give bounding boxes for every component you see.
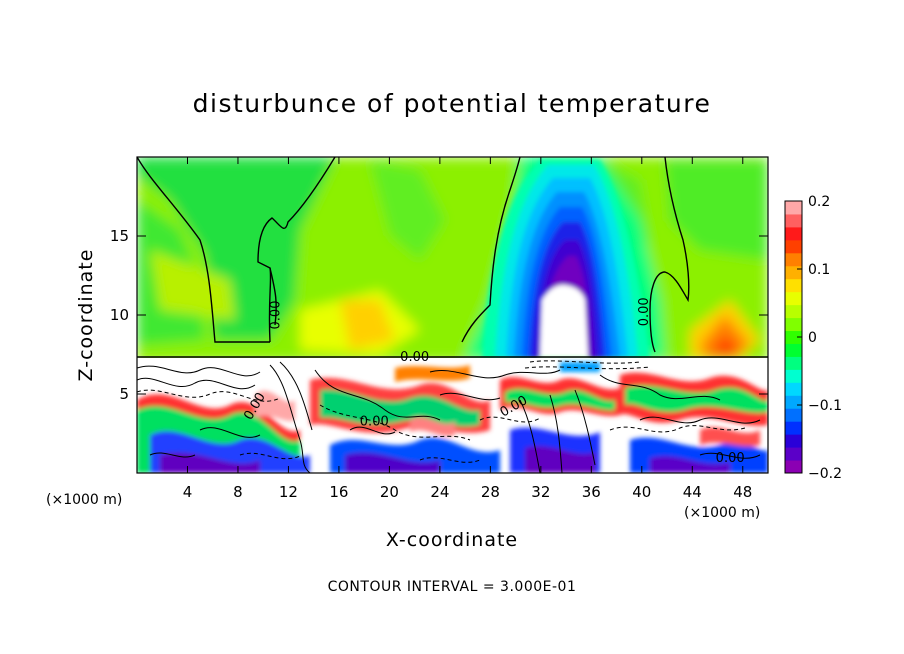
colorbar-swatch: [785, 330, 802, 344]
lower-contours: [137, 361, 761, 473]
x-axis: 4 8 12 16 20 24 28 32 36 40 44 48: [183, 157, 752, 501]
x-unit-label: (×1000 m): [684, 505, 760, 521]
upper-field: [137, 157, 768, 362]
x-tick-label: 20: [380, 483, 399, 501]
x-tick-label: 24: [430, 483, 449, 501]
contour-label: 0.00: [269, 301, 284, 330]
x-tick-label: 32: [531, 483, 550, 501]
colorbar-swatch: [785, 226, 802, 241]
colorbar-swatch: [785, 201, 802, 215]
colorbar-swatch: [785, 382, 802, 396]
contour-label: 0.00: [637, 297, 652, 326]
contour-label: 0.00: [716, 451, 745, 466]
colorbar-tick-label: −0.2: [808, 466, 842, 482]
x-tick-label: 44: [683, 483, 702, 501]
colorbar-tick-label: 0.1: [808, 262, 830, 278]
x-tick-label: 40: [632, 483, 651, 501]
upper-contours: [137, 157, 768, 358]
chart-title: disturbunce of potential temperature: [193, 89, 712, 118]
colorbar-swatch: [785, 421, 802, 435]
x-axis-label: X-coordinate: [386, 529, 518, 551]
colorbar-swatch: [785, 356, 802, 370]
x-tick-label: 36: [582, 483, 601, 501]
y-unit-label: (×1000 m): [46, 492, 122, 508]
colorbar-swatch: [785, 460, 802, 474]
plot-area: 0.00 0.000.000.00 0.000.000.00: [137, 157, 768, 473]
y-tick-label: 10: [110, 306, 129, 324]
colorbar-tick-label: 0.2: [808, 194, 830, 210]
contour-label: 0.00: [400, 350, 429, 365]
contour-interval-note: CONTOUR INTERVAL = 3.000E-01: [328, 579, 577, 595]
colorbar-swatch: [785, 369, 802, 383]
x-tick-label: 48: [733, 483, 752, 501]
lower-dashed-contours: [137, 360, 746, 463]
y-axis: 5 10 15: [110, 227, 768, 403]
contour-label: 0.00: [360, 415, 389, 430]
colorbar-swatch: [785, 291, 802, 306]
cold-plume: [482, 160, 650, 358]
colorbar-swatch: [785, 252, 802, 267]
colorbar-swatch: [785, 239, 802, 254]
colorbar-swatch: [785, 213, 802, 228]
colorbar-swatch: [785, 304, 802, 319]
colorbar-swatch: [785, 447, 802, 461]
colorbar-swatch: [785, 395, 802, 409]
x-tick-label: 12: [279, 483, 298, 501]
y-tick-label: 5: [119, 385, 129, 403]
y-axis-label: Z-coordinate: [75, 249, 97, 382]
x-tick-label: 16: [329, 483, 348, 501]
colorbar-swatch: [785, 408, 802, 422]
colorbar-swatch: [785, 343, 802, 357]
colorbar-swatch: [785, 278, 802, 293]
colorbar: 0.2 0.1 0 −0.1 −0.2: [784, 194, 842, 482]
colorbar-tick-label: 0: [808, 330, 817, 346]
x-tick-label: 28: [481, 483, 500, 501]
colorbar-swatch: [785, 265, 802, 280]
colorbar-swatch: [785, 434, 802, 448]
y-tick-label: 15: [110, 227, 129, 245]
x-tick-label: 8: [233, 483, 243, 501]
x-tick-label: 4: [183, 483, 193, 501]
colorbar-swatch: [785, 317, 802, 332]
lower-turbulent-layer: [137, 358, 768, 473]
colorbar-tick-label: −0.1: [808, 398, 842, 414]
